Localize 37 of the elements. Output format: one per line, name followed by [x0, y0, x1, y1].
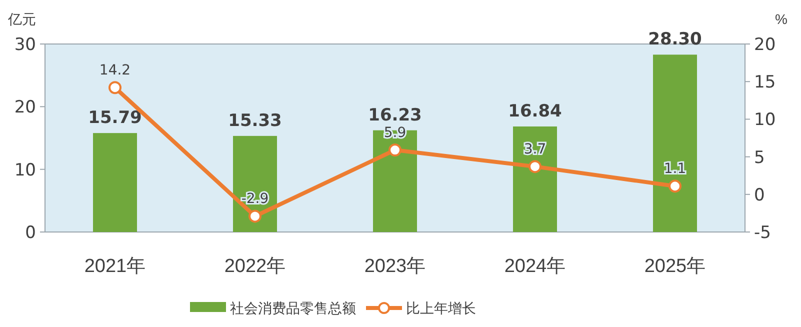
data-label: 14.2 — [99, 62, 131, 79]
data-label: -2.9 — [241, 191, 269, 208]
bar — [653, 54, 697, 232]
point — [668, 180, 682, 193]
y2-tick-label: -5 — [754, 223, 771, 243]
legend-label: 比上年增长 — [406, 300, 476, 316]
point — [388, 144, 402, 157]
point — [528, 160, 542, 174]
x-tick-label: 2022年 — [224, 256, 286, 277]
data-label: 16.84 — [508, 101, 562, 122]
bar — [93, 133, 137, 232]
data-label: 1.1 — [664, 161, 686, 178]
y2-tick-label: 5 — [754, 148, 765, 168]
y2-tick-label: 0 — [754, 185, 765, 206]
data-label: 15.33 — [228, 110, 282, 131]
point — [248, 210, 262, 223]
y2-tick-label: 20 — [754, 35, 776, 55]
y2-tick-label: 15 — [754, 72, 776, 93]
y-tick-label: 10 — [14, 160, 36, 180]
y-tick-label: 0 — [25, 223, 36, 243]
x-tick-label: 2023年 — [364, 256, 426, 277]
data-label: 16.23 — [368, 105, 422, 126]
y2-axis-title: % — [775, 11, 788, 27]
x-tick-label: 2024年 — [504, 256, 566, 277]
y-tick-label: 30 — [14, 35, 36, 55]
point — [108, 81, 122, 94]
legend-label: 社会消费品零售总额 — [230, 300, 356, 316]
data-label: 28.30 — [648, 30, 702, 50]
bar — [233, 136, 277, 232]
y-axis-title: 亿元 — [7, 11, 36, 27]
x-tick-label: 2021年 — [84, 256, 146, 277]
x-tick-label: 2025年 — [644, 256, 706, 277]
y-tick-label: 20 — [14, 98, 36, 118]
data-label: 3.7 — [524, 142, 546, 158]
bar — [513, 126, 557, 232]
data-label: 15.79 — [88, 108, 142, 128]
y2-tick-label: 10 — [754, 110, 776, 130]
